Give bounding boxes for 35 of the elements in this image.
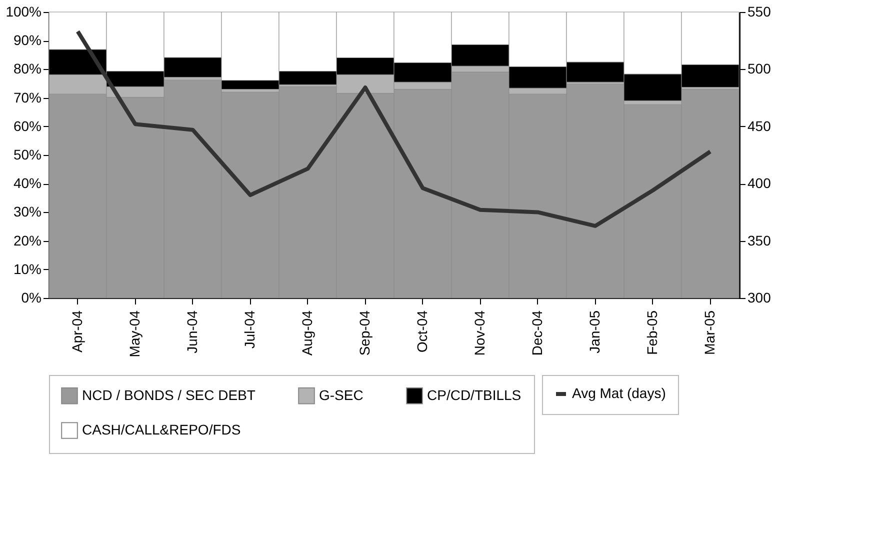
x-tick-label: Sep-04 [356,310,372,356]
x-tick-label: Mar-05 [701,310,718,355]
y2-tick-label: 450 [748,118,772,134]
y-tick-label: 60% [13,118,42,134]
y-tick-label: 30% [13,204,42,220]
legend-label: CP/CD/TBILLS [427,386,522,403]
x-tick-label: Jan-05 [586,310,602,354]
y-tick-label: 40% [13,175,42,192]
y-tick-label: 90% [13,32,42,48]
legend-label: NCD / BONDS / SEC DEBT [82,386,256,403]
legend-label: G-SEC [319,386,364,403]
line-series [76,29,712,228]
x-tick-label: Feb-05 [644,310,660,355]
y-tick-label: 50% [13,146,42,162]
x-tick-label: Jul-04 [241,310,258,349]
x-tick-label: Dec-04 [528,310,545,356]
y-tick-label: 20% [13,232,42,248]
x-tick-label: Aug-04 [298,310,315,356]
y2-tick-label: 400 [748,175,772,192]
y2-tick-label: 550 [748,4,772,20]
y2-tick-label: 300 [748,290,772,306]
x-tick-label: May-04 [126,310,142,358]
legend-label: CASH/CALL&REPO/FDS [82,422,241,438]
y2-tick-label: 350 [748,232,772,248]
y-tick-label: 100% [6,4,42,20]
y-tick-label: 70% [13,89,42,106]
legend-label: Avg Mat (days) [572,385,666,401]
y2-tick-label: 500 [748,60,772,77]
y-tick-label: 80% [13,60,42,77]
y-tick-label: 10% [13,260,42,277]
x-tick-label: Jun-04 [184,310,200,354]
x-tick-label: Apr-04 [68,310,85,353]
x-tick-label: Nov-04 [471,310,488,356]
y-tick-label: 0% [21,290,42,306]
x-tick-label: Oct-04 [414,310,430,353]
